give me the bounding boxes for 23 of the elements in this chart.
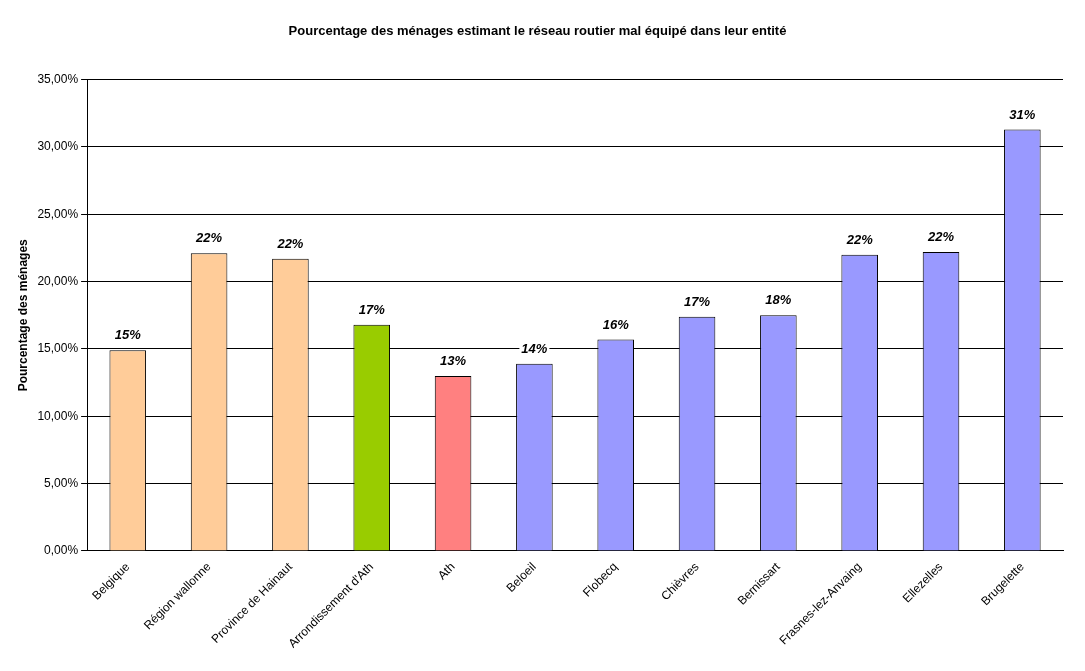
data-label: 17%: [358, 301, 386, 317]
data-label: 22%: [276, 235, 304, 251]
y-tick-label: 35,00%: [37, 71, 79, 86]
y-axis-title: Pourcentage des ménages: [15, 238, 30, 392]
data-label: 16%: [602, 316, 630, 332]
y-tick-label: 10,00%: [37, 408, 79, 423]
data-label: 22%: [927, 229, 955, 245]
data-label: 31%: [1009, 106, 1036, 122]
x-tick-label: Ath: [434, 559, 458, 583]
chart-title: Pourcentage des ménages estimant le réseau routier mal équipé dans leur entité: [288, 23, 787, 39]
y-tick-label: 5,00%: [44, 475, 79, 490]
data-label: 15%: [114, 327, 142, 343]
data-label: 14%: [521, 340, 548, 356]
data-label: 18%: [765, 292, 792, 308]
data-label: 13%: [440, 352, 467, 368]
data-label: 22%: [845, 231, 874, 247]
y-tick-label: 20,00%: [37, 273, 79, 288]
y-tick-label: 25,00%: [37, 206, 79, 221]
data-label: 17%: [684, 293, 711, 309]
y-tick-label: 0,00%: [44, 543, 79, 558]
y-tick-label: 15,00%: [37, 341, 79, 356]
data-label: 22%: [195, 230, 223, 246]
y-tick-label: 30,00%: [37, 139, 79, 154]
